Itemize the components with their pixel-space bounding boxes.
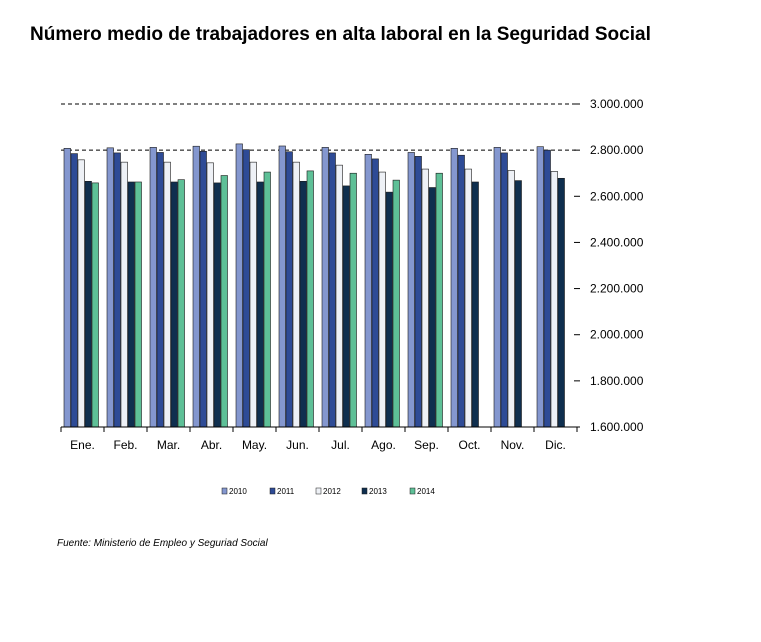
legend-label-2013: 2013 — [369, 487, 387, 496]
bar-2010-5 — [278, 145, 286, 428]
bar-2011-3 — [199, 150, 207, 428]
y-tick-label: 1.600.000 — [590, 420, 644, 434]
bar-2011-9 — [457, 154, 465, 428]
bar-2013-7 — [385, 191, 393, 428]
bar-2010-6 — [321, 147, 329, 428]
bar-2011-7 — [371, 158, 379, 428]
bar-2012-11 — [550, 171, 558, 428]
bar-2010-1 — [106, 147, 114, 428]
x-tick-label: Ene. — [70, 438, 95, 452]
bar-2011-2 — [156, 152, 164, 428]
bar-2014-0 — [91, 182, 99, 428]
bar-2010-3 — [192, 145, 200, 428]
x-tick-label: Mar. — [157, 438, 180, 452]
bar-2013-4 — [256, 181, 264, 428]
bar-2011-10 — [500, 152, 508, 428]
bar-2011-11 — [543, 149, 551, 428]
bar-2010-9 — [450, 147, 458, 428]
gridlines — [61, 103, 577, 151]
x-tick-label: Feb. — [113, 438, 137, 452]
bar-2012-8 — [421, 168, 429, 428]
bar-2010-8 — [407, 152, 415, 428]
legend-swatch-2013 — [361, 487, 368, 495]
x-tick-label: Oct. — [458, 438, 480, 452]
legend: 2010 2011 2012 2013 2014 — [221, 487, 435, 496]
bar-2013-8 — [428, 187, 436, 428]
bar-2010-10 — [493, 147, 501, 428]
bar-2010-2 — [149, 147, 157, 428]
bar-2012-2 — [163, 161, 171, 428]
y-tick-label: 2.800.000 — [590, 143, 644, 157]
bar-2010-0 — [63, 147, 71, 428]
bar-2011-8 — [414, 156, 422, 428]
bar-2012-10 — [507, 170, 515, 428]
legend-swatch-2010 — [221, 487, 228, 495]
bar-2014-6 — [349, 172, 357, 428]
bar-2012-5 — [292, 161, 300, 428]
tick-labels: 1.600.000 1.800.000 2.000.000 2.200.000 2.40… — [70, 97, 644, 452]
axes — [60, 103, 580, 432]
bar-2014-8 — [435, 172, 443, 428]
x-tick-label: Nov. — [501, 438, 525, 452]
chart-title: Número medio de trabajadores en alta lab… — [30, 24, 651, 45]
x-tick-label: Abr. — [201, 438, 222, 452]
bar-2011-1 — [113, 152, 121, 428]
bar-2013-9 — [471, 181, 479, 428]
y-tick-label: 2.600.000 — [590, 189, 644, 203]
bar-2012-6 — [335, 164, 343, 428]
y-tick-label: 1.800.000 — [590, 374, 644, 388]
bar-2014-1 — [134, 181, 142, 428]
x-tick-label: May. — [242, 438, 267, 452]
y-tick-label: 3.000.000 — [590, 97, 644, 111]
bar-2013-6 — [342, 185, 350, 428]
bar-2014-5 — [306, 170, 314, 428]
bar-2014-2 — [177, 179, 185, 428]
bar-2014-4 — [263, 171, 271, 428]
x-tick-label: Ago. — [371, 438, 396, 452]
source-note: Fuente: Ministerio de Empleo y Seguriad … — [57, 538, 268, 549]
bar-2014-3 — [220, 175, 228, 428]
bar-2013-2 — [170, 181, 178, 428]
bar-2012-0 — [77, 159, 85, 428]
legend-label-2010: 2010 — [229, 487, 247, 496]
x-tick-label: Sep. — [414, 438, 439, 452]
legend-label-2011: 2011 — [277, 487, 295, 496]
bar-2013-10 — [514, 180, 522, 428]
bars — [63, 143, 565, 428]
bar-2012-1 — [120, 161, 128, 428]
bar-2011-0 — [70, 153, 78, 428]
bar-2013-0 — [84, 180, 92, 428]
legend-label-2014: 2014 — [417, 487, 435, 496]
bar-2013-5 — [299, 180, 307, 428]
bar-2013-11 — [557, 177, 565, 428]
bar-2013-3 — [213, 182, 221, 428]
legend-label-2012: 2012 — [323, 487, 341, 496]
legend-swatch-2012 — [315, 487, 322, 495]
x-tick-label: Dic. — [545, 438, 566, 452]
y-tick-label: 2.000.000 — [590, 328, 644, 342]
x-tick-label: Jun. — [286, 438, 309, 452]
bar-2011-4 — [242, 149, 250, 428]
bar-2011-5 — [285, 151, 293, 428]
bar-2014-7 — [392, 179, 400, 428]
bar-2013-1 — [127, 181, 135, 428]
bar-2011-6 — [328, 152, 336, 428]
legend-swatch-2014 — [409, 487, 416, 495]
bar-2012-4 — [249, 161, 257, 428]
bar-2012-9 — [464, 168, 472, 428]
y-tick-label: 2.200.000 — [590, 282, 644, 296]
y-tick-label: 2.400.000 — [590, 235, 644, 249]
x-tick-label: Jul. — [331, 438, 350, 452]
bar-2010-7 — [364, 153, 372, 428]
bar-2010-4 — [235, 143, 243, 428]
bar-2012-3 — [206, 162, 214, 428]
bar-2012-7 — [378, 171, 386, 428]
bar-2010-11 — [536, 146, 544, 428]
legend-swatch-2011 — [269, 487, 276, 495]
